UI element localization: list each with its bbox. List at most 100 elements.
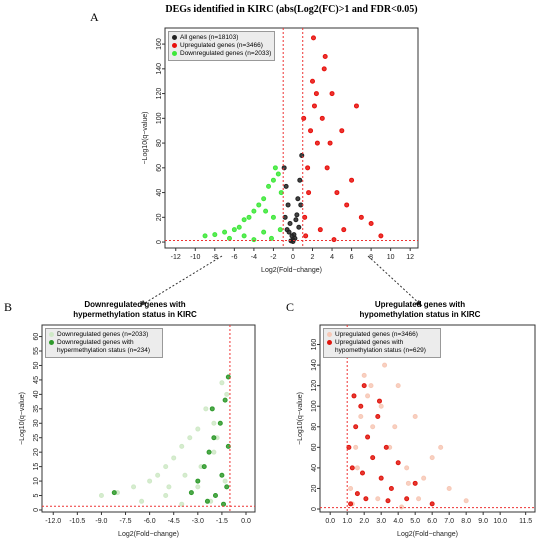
data-point <box>219 380 225 386</box>
x-tick-label: 0.0 <box>325 518 335 525</box>
data-point <box>222 478 228 484</box>
x-tick-label: -10 <box>190 254 200 261</box>
chart-title: Downregulated genes with hypermethylatio… <box>73 300 197 319</box>
data-point <box>241 233 247 239</box>
data-point <box>368 221 374 227</box>
data-point <box>308 128 314 134</box>
data-point <box>358 403 364 409</box>
data-point <box>98 493 104 499</box>
data-point <box>305 165 311 171</box>
data-point <box>266 183 272 189</box>
data-point <box>375 496 381 502</box>
data-point <box>378 403 384 409</box>
data-point <box>222 229 228 235</box>
y-tick-label: 10 <box>33 477 40 485</box>
panel-label: A <box>90 10 99 24</box>
legend: Downregulated genes (n=2033) Downregulate… <box>45 328 163 358</box>
legend-marker <box>327 332 332 337</box>
data-point <box>224 484 230 490</box>
data-point <box>348 485 354 491</box>
y-tick-label: 40 <box>33 390 40 398</box>
x-tick-label: -4.5 <box>168 518 180 525</box>
plot-frame <box>41 324 256 513</box>
y-tick-label: 30 <box>33 419 40 427</box>
legend-marker <box>49 340 54 345</box>
data-point <box>131 484 137 490</box>
data-point <box>209 406 215 412</box>
data-point <box>179 501 185 507</box>
data-point <box>261 196 267 202</box>
data-point <box>378 475 384 481</box>
data-point <box>211 449 217 455</box>
data-point <box>446 485 452 491</box>
y-tick-label: 140 <box>156 63 163 75</box>
data-point <box>171 455 177 461</box>
legend-marker <box>327 340 332 345</box>
legend-entry: Downregulated genes (n=2033) <box>172 50 271 58</box>
y-tick-label: 40 <box>311 464 318 472</box>
data-point <box>375 413 381 419</box>
x-tick-label: 5.0 <box>410 518 420 525</box>
data-point <box>204 498 210 504</box>
x-axis-label: Log2(Fold−change) <box>261 267 322 274</box>
data-point <box>236 224 242 230</box>
plot-frame <box>319 324 536 513</box>
arrow-head <box>415 300 422 306</box>
data-point <box>275 171 281 177</box>
data-point <box>222 397 228 403</box>
x-tick-label: -2 <box>270 254 276 261</box>
x-tick-label: -10.5 <box>69 518 85 525</box>
x-tick-label: -1.5 <box>216 518 228 525</box>
legend-label: Downregulated genes with hypermethylatio… <box>57 339 151 354</box>
panel-label: C <box>286 300 295 314</box>
data-point <box>251 237 257 243</box>
data-point <box>287 221 293 227</box>
x-tick-label: 4 <box>330 254 334 261</box>
data-point <box>297 177 303 183</box>
y-tick-label: 120 <box>156 88 163 100</box>
x-tick-label: -9.0 <box>95 518 107 525</box>
x-tick-label: 10 <box>387 254 395 261</box>
x-tick-label: 0 <box>291 254 295 261</box>
legend-marker <box>172 51 177 56</box>
x-tick-label: -12.0 <box>45 518 61 525</box>
data-point <box>285 202 291 208</box>
data-point <box>313 91 319 97</box>
legend-marker <box>172 43 177 48</box>
data-point <box>421 475 427 481</box>
y-tick-label: 20 <box>311 484 318 492</box>
x-tick-label: 4.0 <box>393 518 403 525</box>
y-axis-label: −Log10(q−value) <box>297 392 304 445</box>
data-point <box>349 465 355 471</box>
data-point <box>385 498 391 504</box>
legend-label: Downregulated genes (n=2033) <box>180 50 272 57</box>
x-tick-label: 2.0 <box>359 518 369 525</box>
y-axis-label: −Log10(q−value) <box>142 112 149 165</box>
data-point <box>429 501 435 507</box>
arrow-head <box>140 300 146 306</box>
data-point <box>463 498 469 504</box>
data-point <box>344 202 350 208</box>
data-point <box>293 217 299 223</box>
data-point <box>270 214 276 220</box>
legend-entry: Upregulated genes with hypomethylation s… <box>327 339 437 355</box>
panel-label: B <box>4 300 13 314</box>
y-tick-label: 45 <box>33 376 40 384</box>
y-tick-label: 0 <box>311 507 318 511</box>
data-point <box>268 235 274 241</box>
data-point <box>339 128 345 134</box>
data-point <box>412 413 418 419</box>
legend-label: Downregulated genes (n=2033) <box>57 331 149 338</box>
data-point <box>226 235 232 241</box>
data-point <box>359 470 365 476</box>
y-tick-label: 60 <box>156 164 163 172</box>
data-point <box>310 78 316 84</box>
data-point <box>277 227 283 233</box>
data-point <box>179 443 185 449</box>
y-tick-label: 25 <box>33 434 40 442</box>
data-point <box>211 420 217 426</box>
data-point <box>251 208 257 214</box>
x-tick-label: 6 <box>350 254 354 261</box>
data-point <box>182 472 188 478</box>
